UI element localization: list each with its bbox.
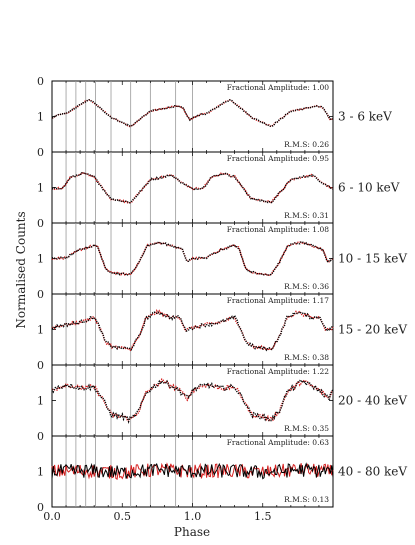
series-black [51, 379, 334, 424]
y-tick-label: 0 [37, 501, 44, 514]
rms-label: R.M.S: 0.36 [284, 282, 329, 291]
energy-band-label: 6 - 10 keV [338, 181, 400, 195]
y-tick-label: 1 [37, 111, 44, 124]
fractional-amplitude-label: Fractional Amplitude: 0.95 [227, 154, 330, 163]
rms-label: R.M.S: 0.38 [284, 353, 329, 362]
y-tick-label: 1 [37, 395, 44, 408]
y-axis-title: Normalised Counts [14, 211, 28, 328]
series-black [51, 311, 334, 352]
fractional-amplitude-label: Fractional Amplitude: 0.63 [227, 438, 330, 447]
x-tick-label: 0.5 [114, 510, 132, 523]
series-black [51, 172, 334, 204]
series-red [51, 241, 334, 277]
energy-band-label: 40 - 80 keV [338, 465, 407, 479]
energy-band-label: 3 - 6 keV [338, 110, 392, 124]
x-axis-title: Phase [174, 525, 210, 539]
x-tick-label: 0.0 [43, 510, 61, 523]
fractional-amplitude-label: Fractional Amplitude: 1.22 [227, 367, 330, 376]
fractional-amplitude-label: Fractional Amplitude: 1.17 [227, 296, 330, 305]
y-tick-label: 1 [37, 182, 44, 195]
y-tick-label: 1 [37, 324, 44, 337]
fractional-amplitude-label: Fractional Amplitude: 1.00 [227, 83, 330, 92]
rms-label: R.M.S: 0.26 [284, 140, 329, 149]
y-tick-label: 0 [37, 146, 44, 159]
y-tick-label: 0 [37, 217, 44, 230]
y-tick-label: 1 [37, 466, 44, 479]
energy-band-label: 20 - 40 keV [338, 394, 407, 408]
y-tick-label: 0 [37, 359, 44, 372]
y-tick-label: 0 [37, 75, 44, 88]
series-black [51, 98, 334, 127]
series-black [51, 462, 334, 480]
energy-band-label: 15 - 20 keV [338, 323, 407, 337]
rms-label: R.M.S: 0.13 [284, 495, 329, 504]
energy-band-label: 10 - 15 keV [338, 252, 407, 266]
y-tick-label: 0 [37, 430, 44, 443]
y-tick-label: 1 [37, 253, 44, 266]
series-red [51, 378, 334, 424]
y-tick-label: 0 [37, 288, 44, 301]
series-red [51, 172, 334, 204]
rms-label: R.M.S: 0.31 [284, 211, 329, 220]
rms-label: R.M.S: 0.35 [284, 424, 329, 433]
panels-group: 1 0 0 Fractional Amplitude: 1.00 R.M.S: 0.26… [37, 75, 407, 523]
series-red [51, 98, 334, 128]
x-tick-label: 1.0 [184, 510, 202, 523]
series-black [51, 241, 333, 276]
fractional-amplitude-label: Fractional Amplitude: 1.08 [227, 225, 330, 234]
x-tick-label: 1.5 [254, 510, 272, 523]
